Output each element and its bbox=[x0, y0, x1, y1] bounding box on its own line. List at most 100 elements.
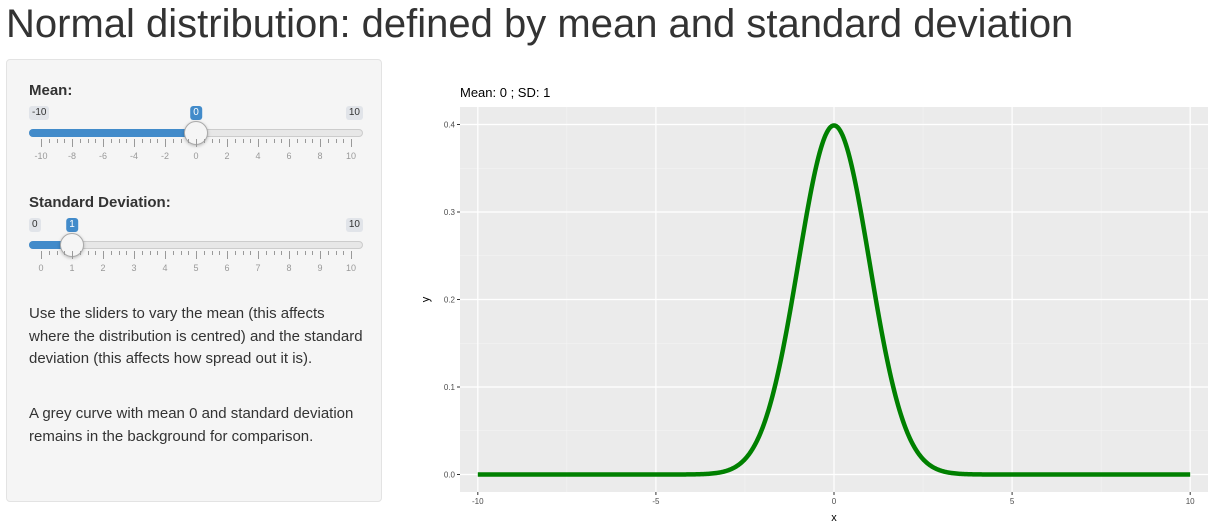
slider-minor-tick bbox=[335, 251, 337, 255]
slider-minor-tick bbox=[126, 139, 128, 143]
slider-minor-tick bbox=[141, 139, 143, 143]
slider-minor-tick bbox=[172, 139, 174, 143]
sd-slider-max-label: 10 bbox=[345, 218, 363, 232]
slider-minor-tick bbox=[265, 139, 267, 143]
slider-minor-tick bbox=[250, 139, 252, 143]
slider-tick-label: 8 bbox=[286, 263, 292, 273]
slider-minor-tick bbox=[312, 139, 314, 143]
slider-tick-label: 4 bbox=[162, 263, 168, 273]
y-tick-label: 0.4 bbox=[444, 121, 456, 130]
slider-minor-tick bbox=[203, 251, 205, 255]
slider-major-tick bbox=[196, 251, 197, 259]
sd-slider[interactable]: 0 10 1 0 1 2 3 4 5 6 7 8 9 10 bbox=[29, 218, 363, 278]
slider-major-tick bbox=[351, 251, 352, 259]
density-curve bbox=[476, 123, 1192, 477]
slider-major-tick bbox=[227, 251, 228, 259]
slider-minor-tick bbox=[343, 251, 345, 255]
slider-tick-label: -10 bbox=[34, 151, 48, 161]
slider-major-tick bbox=[227, 139, 228, 147]
slider-major-tick bbox=[196, 139, 197, 147]
slider-minor-tick bbox=[203, 139, 205, 143]
slider-major-tick bbox=[351, 139, 352, 147]
slider-minor-tick bbox=[48, 139, 50, 143]
slider-minor-tick bbox=[343, 139, 345, 143]
slider-minor-tick bbox=[149, 251, 151, 255]
x-axis-title: x bbox=[831, 512, 837, 524]
slider-major-tick bbox=[320, 139, 321, 147]
slider-major-tick bbox=[289, 139, 290, 147]
slider-minor-tick bbox=[188, 251, 190, 255]
slider-minor-tick bbox=[180, 251, 182, 255]
slider-minor-tick bbox=[87, 251, 89, 255]
slider-minor-tick bbox=[95, 139, 97, 143]
slider-minor-tick bbox=[234, 251, 236, 255]
slider-major-tick bbox=[258, 139, 259, 147]
slider-tick-label: 10 bbox=[345, 263, 357, 273]
slider-minor-tick bbox=[172, 251, 174, 255]
slider-major-tick bbox=[41, 251, 42, 259]
mean-slider-fill bbox=[29, 129, 196, 137]
x-axis: -10 -5 0 5 10 bbox=[472, 492, 1195, 506]
slider-major-tick bbox=[103, 251, 104, 259]
slider-minor-tick bbox=[296, 139, 298, 143]
slider-minor-tick bbox=[265, 251, 267, 255]
slider-minor-tick bbox=[219, 139, 221, 143]
distribution-plot: Mean: 0 ; SD: 1 -10 -5 0 5 10 0.00.10.20.30.… bbox=[420, 85, 1208, 524]
slider-minor-tick bbox=[56, 251, 58, 255]
x-tick-label: 10 bbox=[1186, 497, 1195, 506]
mean-slider-ticks: -10 -8 -6 -4 -2 0 2 4 6 8 10 bbox=[29, 139, 363, 163]
slider-minor-tick bbox=[304, 139, 306, 143]
slider-minor-tick bbox=[273, 139, 275, 143]
sd-slider-ticks: 0 1 2 3 4 5 6 7 8 9 10 bbox=[29, 251, 363, 275]
x-tick-label: 5 bbox=[1010, 497, 1015, 506]
slider-minor-tick bbox=[157, 139, 159, 143]
slider-minor-tick bbox=[157, 251, 159, 255]
slider-major-tick bbox=[72, 139, 73, 147]
slider-major-tick bbox=[72, 251, 73, 259]
slider-minor-tick bbox=[126, 251, 128, 255]
slider-minor-tick bbox=[95, 251, 97, 255]
sidebar-panel: Mean: -10 10 0 -10 -8 -6 -4 -2 0 2 4 6 8 10 Standa… bbox=[6, 59, 382, 502]
slider-minor-tick bbox=[242, 251, 244, 255]
slider-tick-label: 6 bbox=[286, 151, 292, 161]
slider-minor-tick bbox=[64, 251, 66, 255]
plot-title: Mean: 0 ; SD: 1 bbox=[460, 85, 550, 100]
slider-minor-tick bbox=[304, 251, 306, 255]
slider-minor-tick bbox=[281, 139, 283, 143]
slider-minor-tick bbox=[234, 139, 236, 143]
mean-slider-label: Mean: bbox=[29, 82, 73, 99]
mean-slider-max-label: 10 bbox=[345, 106, 363, 120]
slider-major-tick bbox=[165, 251, 166, 259]
slider-minor-tick bbox=[211, 251, 213, 255]
slider-major-tick bbox=[134, 251, 135, 259]
slider-minor-tick bbox=[312, 251, 314, 255]
slider-minor-tick bbox=[250, 251, 252, 255]
slider-minor-tick bbox=[219, 251, 221, 255]
x-tick-label: -5 bbox=[652, 497, 660, 506]
slider-minor-tick bbox=[141, 251, 143, 255]
slider-tick-label: -2 bbox=[160, 151, 170, 161]
slider-tick-label: 0 bbox=[193, 151, 199, 161]
x-tick-label: 0 bbox=[832, 497, 837, 506]
x-tick-label: -10 bbox=[472, 497, 484, 506]
slider-tick-label: 2 bbox=[224, 151, 230, 161]
slider-major-tick bbox=[165, 139, 166, 147]
slider-minor-tick bbox=[87, 139, 89, 143]
slider-minor-tick bbox=[118, 139, 120, 143]
y-axis: 0.0 0.1 0.2 0.3 0.4 bbox=[444, 121, 460, 480]
slider-minor-tick bbox=[211, 139, 213, 143]
sd-slider-value-label: 1 bbox=[66, 218, 78, 232]
slider-major-tick bbox=[103, 139, 104, 147]
mean-slider[interactable]: -10 10 0 -10 -8 -6 -4 -2 0 2 4 6 8 10 bbox=[29, 106, 363, 166]
slider-minor-tick bbox=[110, 139, 112, 143]
help-text-background-curve: A grey curve with mean 0 and standard de… bbox=[29, 405, 354, 445]
slider-tick-label: -4 bbox=[129, 151, 139, 161]
slider-tick-label: -8 bbox=[67, 151, 77, 161]
y-tick-label: 0.3 bbox=[444, 208, 456, 217]
slider-minor-tick bbox=[327, 251, 329, 255]
slider-minor-tick bbox=[273, 251, 275, 255]
y-tick-label: 0.1 bbox=[444, 383, 456, 392]
slider-tick-label: -6 bbox=[98, 151, 108, 161]
slider-tick-label: 8 bbox=[317, 151, 323, 161]
slider-tick-label: 9 bbox=[317, 263, 323, 273]
